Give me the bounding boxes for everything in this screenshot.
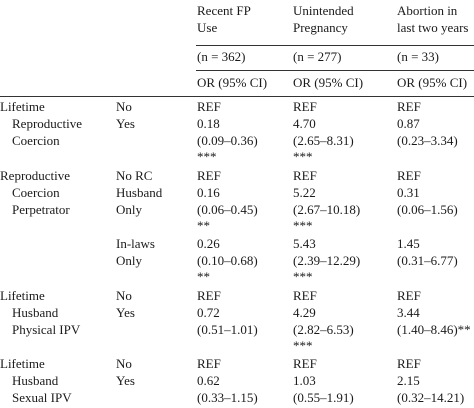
- table-cell: 5.22: [293, 185, 316, 200]
- table-cell: 2.15: [397, 373, 420, 388]
- table-cell: REF: [397, 356, 421, 371]
- significance-marker: **: [197, 218, 210, 233]
- table-cell: (0.32–14.21): [397, 390, 465, 405]
- col2-stat: OR (95% CI): [293, 75, 364, 90]
- significance-marker: ***: [293, 149, 313, 164]
- table-cell: (1.40–8.46)**: [397, 322, 471, 337]
- table-cell: REF: [293, 168, 317, 183]
- table-cell: 4.29: [293, 305, 316, 320]
- table-cell: REF: [197, 99, 221, 114]
- table-cell: REF: [293, 99, 317, 114]
- col1-n: (n = 362): [197, 49, 246, 64]
- col3-header-line2: last two years: [397, 20, 469, 35]
- level-label: Husband: [116, 185, 163, 200]
- col2-n: (n = 277): [293, 49, 342, 64]
- table-cell: REF: [397, 99, 421, 114]
- table-cell: 0.16: [197, 185, 220, 200]
- level-label: No: [116, 356, 132, 371]
- table-cell: (0.51–1.01): [197, 322, 258, 337]
- level-label: Only: [116, 253, 142, 268]
- section-label: Husband: [12, 373, 59, 388]
- table-cell: REF: [397, 288, 421, 303]
- col2-header-line2: Pregnancy: [293, 20, 348, 35]
- significance-marker: ***: [293, 338, 313, 353]
- table-cell: REF: [197, 168, 221, 183]
- table-cell: REF: [293, 356, 317, 371]
- level-label: Yes: [116, 373, 135, 388]
- section-label: Lifetime: [0, 288, 45, 303]
- table-cell: REF: [197, 356, 221, 371]
- section-label: Coercion: [12, 185, 60, 200]
- significance-marker: **: [197, 269, 210, 284]
- table-cell: (2.82–6.53): [293, 322, 354, 337]
- header-rule-bottom: [0, 96, 474, 97]
- section-label: Reproductive: [0, 168, 71, 183]
- table-cell: (0.33–1.15): [197, 390, 258, 405]
- section-label: Reproductive: [12, 116, 83, 131]
- col3-stat: OR (95% CI): [397, 75, 468, 90]
- table-cell: 0.18: [197, 116, 220, 131]
- table-cell: (0.06–0.45): [197, 202, 258, 217]
- table-cell: REF: [397, 168, 421, 183]
- col1-header-line2: Use: [197, 20, 218, 35]
- significance-marker: ***: [197, 149, 217, 164]
- table-cell: 3.44: [397, 305, 420, 320]
- table-cell: 5.43: [293, 236, 316, 251]
- table-cell: 4.70: [293, 116, 316, 131]
- table-cell: 0.31: [397, 185, 420, 200]
- table-cell: (2.67–10.18): [293, 202, 361, 217]
- section-label: Lifetime: [0, 99, 45, 114]
- table-cell: 0.26: [197, 236, 220, 251]
- section-label: Perpetrator: [12, 202, 70, 217]
- table-cell: (0.06–1.56): [397, 202, 458, 217]
- table-cell: (0.31–6.77): [397, 253, 458, 268]
- level-label: No RC: [116, 168, 153, 183]
- table-cell: (0.10–0.68): [197, 253, 258, 268]
- col2-header-line1: Unintended: [293, 3, 354, 18]
- header-rule-mid: [196, 70, 474, 71]
- section-label: Lifetime: [0, 356, 45, 371]
- col3-n: (n = 33): [397, 49, 439, 64]
- level-label: Yes: [116, 305, 135, 320]
- table-cell: (2.39–12.29): [293, 253, 361, 268]
- table-cell: (0.09–0.36): [197, 133, 258, 148]
- table-cell: 1.45: [397, 236, 420, 251]
- section-label: Coercion: [12, 133, 60, 148]
- significance-marker: ***: [293, 269, 313, 284]
- section-label: Husband: [12, 305, 59, 320]
- level-label: Yes: [116, 116, 135, 131]
- significance-marker: ***: [293, 218, 313, 233]
- table-cell: (0.23–3.34): [397, 133, 458, 148]
- col3-header-line1: Abortion in: [397, 3, 458, 18]
- table-cell: (0.55–1.91): [293, 390, 354, 405]
- table-cell: (2.65–8.31): [293, 133, 354, 148]
- table-cell: 0.87: [397, 116, 420, 131]
- level-label: In-laws: [116, 236, 155, 251]
- level-label: Only: [116, 202, 142, 217]
- table-cell: REF: [293, 288, 317, 303]
- table-cell: 1.03: [293, 373, 316, 388]
- section-label: Sexual IPV: [12, 390, 72, 405]
- col1-stat: OR (95% CI): [197, 75, 268, 90]
- table-cell: 0.62: [197, 373, 220, 388]
- level-label: No: [116, 99, 132, 114]
- level-label: No: [116, 288, 132, 303]
- header-rule-top: [196, 45, 474, 46]
- table-cell: REF: [197, 288, 221, 303]
- section-label: Physical IPV: [12, 322, 81, 337]
- col1-header-line1: Recent FP: [197, 3, 251, 18]
- table-cell: 0.72: [197, 305, 220, 320]
